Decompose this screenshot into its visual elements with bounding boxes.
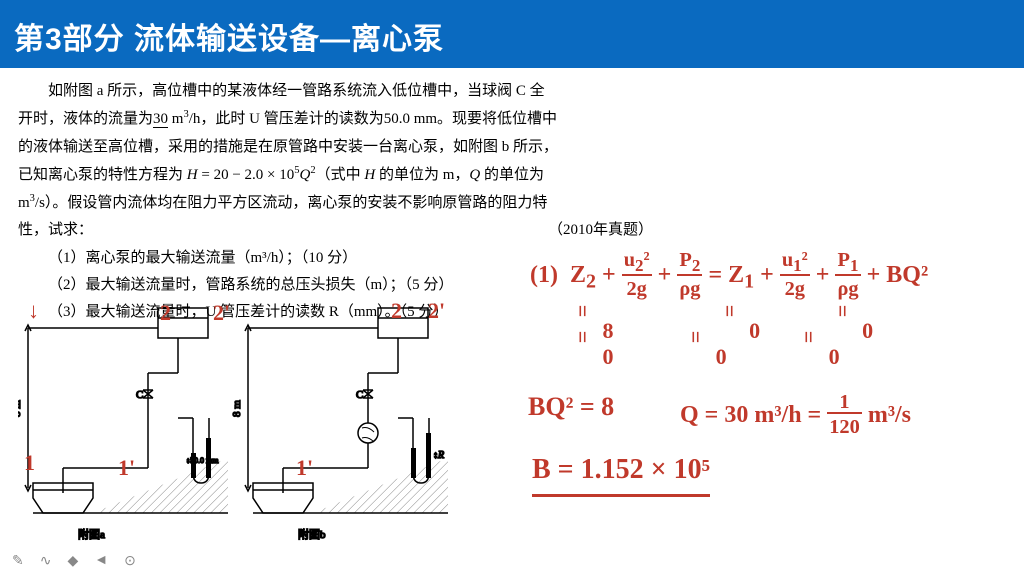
- svg-text:8 m: 8 m: [18, 400, 23, 417]
- hw-q-convert: Q = 30 m³/h = 1120 m³/s: [680, 392, 911, 441]
- svg-text:↕R: ↕R: [433, 450, 444, 461]
- hw-bq2: BQ² = 8: [528, 392, 614, 422]
- cursor-icon[interactable]: ◄: [94, 553, 108, 570]
- hw-bernoulli: (1) Z2 + u2²2g + P2ρg = Z1 + u1²2g + P1ρ…: [530, 250, 928, 303]
- question-2: （2）最大输送流量时，管路系统的总压头损失（m）；（5 分）: [48, 272, 558, 299]
- flow-value: 30: [153, 111, 168, 128]
- circle-icon[interactable]: ⊙: [124, 553, 136, 570]
- slide-header: 第3部分 流体输送设备—离心泵: [0, 0, 1024, 68]
- wave-icon[interactable]: ∿: [40, 553, 52, 570]
- year-note: （2010年真题）: [548, 218, 653, 239]
- svg-text:C: C: [356, 389, 363, 401]
- hw-term-values: =8 =0 =0 =0 =0 =0: [562, 318, 1024, 370]
- problem-body: 如附图 a 所示，高位槽中的某液体经一管路系统流入低位槽中，当球阀 C 全开时，…: [18, 78, 558, 245]
- hw-mark-1b: 1': [296, 455, 313, 481]
- hw-mark-1l: 1: [24, 450, 35, 476]
- hw-mark-1: ↓: [28, 298, 39, 324]
- question-1: （1）离心泵的最大输送流量（m³/h）；（10 分）: [48, 245, 558, 272]
- svg-text:↕50.0 mm: ↕50.0 mm: [186, 456, 219, 465]
- shape-icon[interactable]: ◆: [67, 553, 78, 570]
- manometer-reading: 50.0 mm: [384, 111, 437, 127]
- svg-text:8 m: 8 m: [231, 400, 243, 417]
- hw-mark-2ap: 2': [213, 300, 230, 326]
- drawing-toolbar: ✎ ∿ ◆ ◄ ⊙: [12, 553, 136, 570]
- hw-b-result: B = 1.152 × 10⁵: [532, 455, 710, 497]
- problem-text: 如附图 a 所示，高位槽中的某液体经一管路系统流入低位槽中，当球阀 C 全开时，…: [18, 78, 558, 327]
- hw-mark-1r: 1': [118, 455, 135, 481]
- svg-text:附图b: 附图b: [298, 527, 326, 541]
- hw-mark-2bp: 2': [428, 298, 445, 324]
- slide-title: 第3部分 流体输送设备—离心泵: [14, 23, 444, 56]
- hw-mark-2b: 2: [391, 298, 402, 324]
- pen-icon[interactable]: ✎: [12, 553, 24, 570]
- hw-mark-2a: 2: [160, 300, 171, 326]
- svg-text:C: C: [136, 389, 143, 401]
- svg-text:附图a: 附图a: [78, 527, 105, 541]
- figure-diagrams: C 8 m ↕50.0 mm 附图a: [18, 298, 458, 558]
